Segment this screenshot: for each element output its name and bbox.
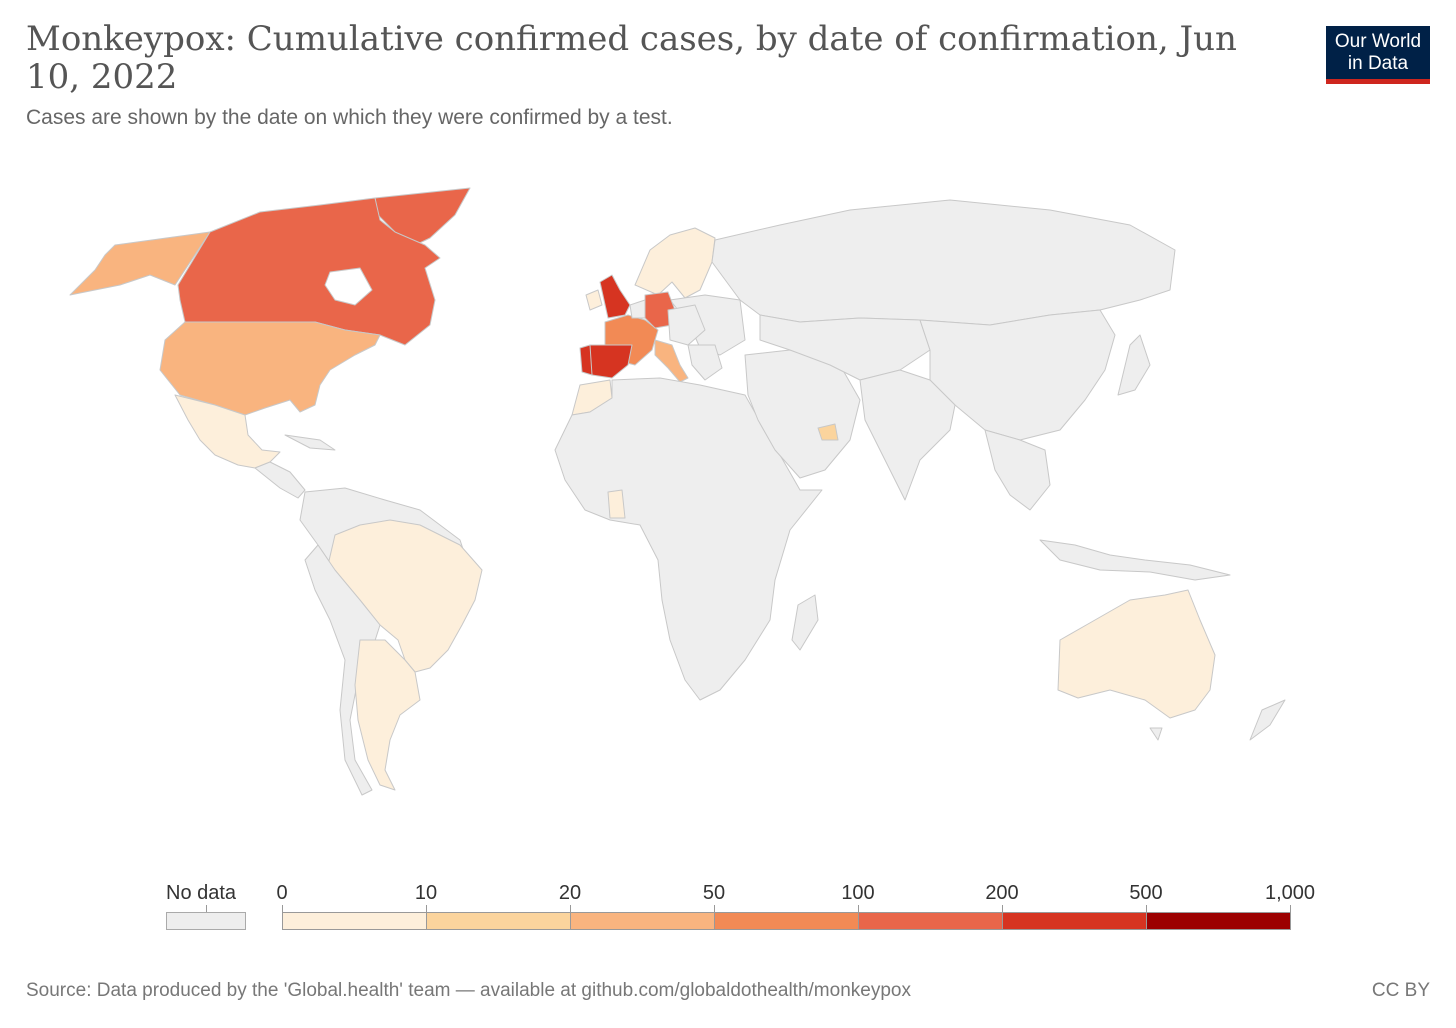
region-united-kingdom[interactable] [599, 274, 631, 319]
legend-no-data-label: No data [166, 882, 237, 904]
source-note[interactable]: Source: Data produced by the 'Global.hea… [26, 980, 911, 1001]
legend-bin[interactable] [282, 912, 427, 930]
region-russia[interactable] [711, 199, 1176, 326]
region-argentina[interactable] [354, 639, 421, 791]
legend-tick [282, 905, 283, 912]
legend-tick-label: 0 [276, 882, 288, 904]
legend-bin[interactable] [570, 912, 715, 930]
legend-no-data-tick [206, 905, 207, 912]
chart-subtitle: Cases are shown by the date on which the… [26, 106, 673, 129]
region-uae[interactable] [817, 423, 839, 441]
region-balkans[interactable] [687, 344, 723, 381]
legend-tick-label: 500 [1129, 882, 1163, 904]
region-tasmania[interactable] [1149, 727, 1163, 741]
legend-bin[interactable] [858, 912, 1003, 930]
legend-tick [426, 905, 427, 912]
legend-bin[interactable] [1146, 912, 1291, 930]
region-africa[interactable] [554, 377, 823, 701]
legend-tick-label: 50 [702, 882, 726, 904]
hudson-bay [324, 267, 373, 306]
legend-tick [858, 905, 859, 912]
legend-tick-label: 100 [841, 882, 875, 904]
region-alaska[interactable] [69, 231, 211, 296]
legend-no-data-swatch[interactable] [166, 912, 246, 930]
region-cuba[interactable] [284, 434, 336, 451]
logo-line-1: Our World [1334, 31, 1422, 52]
legend-bin[interactable] [426, 912, 571, 930]
region-india[interactable] [859, 369, 956, 501]
region-indonesia[interactable] [1039, 539, 1231, 581]
legend-tick-label: 10 [414, 882, 438, 904]
region-australia[interactable] [1057, 589, 1216, 719]
legend-tick-label: 1,000 [1264, 882, 1316, 904]
region-new-zealand[interactable] [1249, 699, 1286, 741]
legend-tick [1146, 905, 1147, 912]
region-madagascar[interactable] [791, 594, 819, 651]
region-portugal[interactable] [579, 344, 593, 376]
owid-logo[interactable]: Our World in Data [1326, 26, 1430, 84]
legend-bin[interactable] [714, 912, 859, 930]
legend-tick [570, 905, 571, 912]
world-map[interactable] [0, 150, 1456, 850]
legend-tick-label: 200 [985, 882, 1019, 904]
region-southeast-asia[interactable] [984, 429, 1051, 511]
region-ireland[interactable] [585, 289, 603, 311]
region-south-america-west[interactable] [304, 544, 381, 796]
region-italy[interactable] [654, 339, 689, 383]
logo-line-2: in Data [1347, 53, 1409, 74]
legend-tick [714, 905, 715, 912]
license-label[interactable]: CC BY [1371, 980, 1430, 1001]
region-central-europe[interactable] [667, 304, 706, 346]
legend-tick [1002, 905, 1003, 912]
region-united-states[interactable] [159, 321, 381, 416]
legend-tick [1290, 905, 1291, 912]
chart-title: Monkeypox: Cumulative confirmed cases, b… [26, 19, 1237, 97]
region-central-america[interactable] [254, 461, 306, 499]
region-ghana[interactable] [607, 489, 626, 519]
region-scandinavia[interactable] [634, 227, 716, 299]
legend-tick-label: 20 [558, 882, 582, 904]
legend-bin[interactable] [1002, 912, 1147, 930]
region-spain[interactable] [587, 344, 633, 379]
region-japan[interactable] [1117, 334, 1151, 396]
